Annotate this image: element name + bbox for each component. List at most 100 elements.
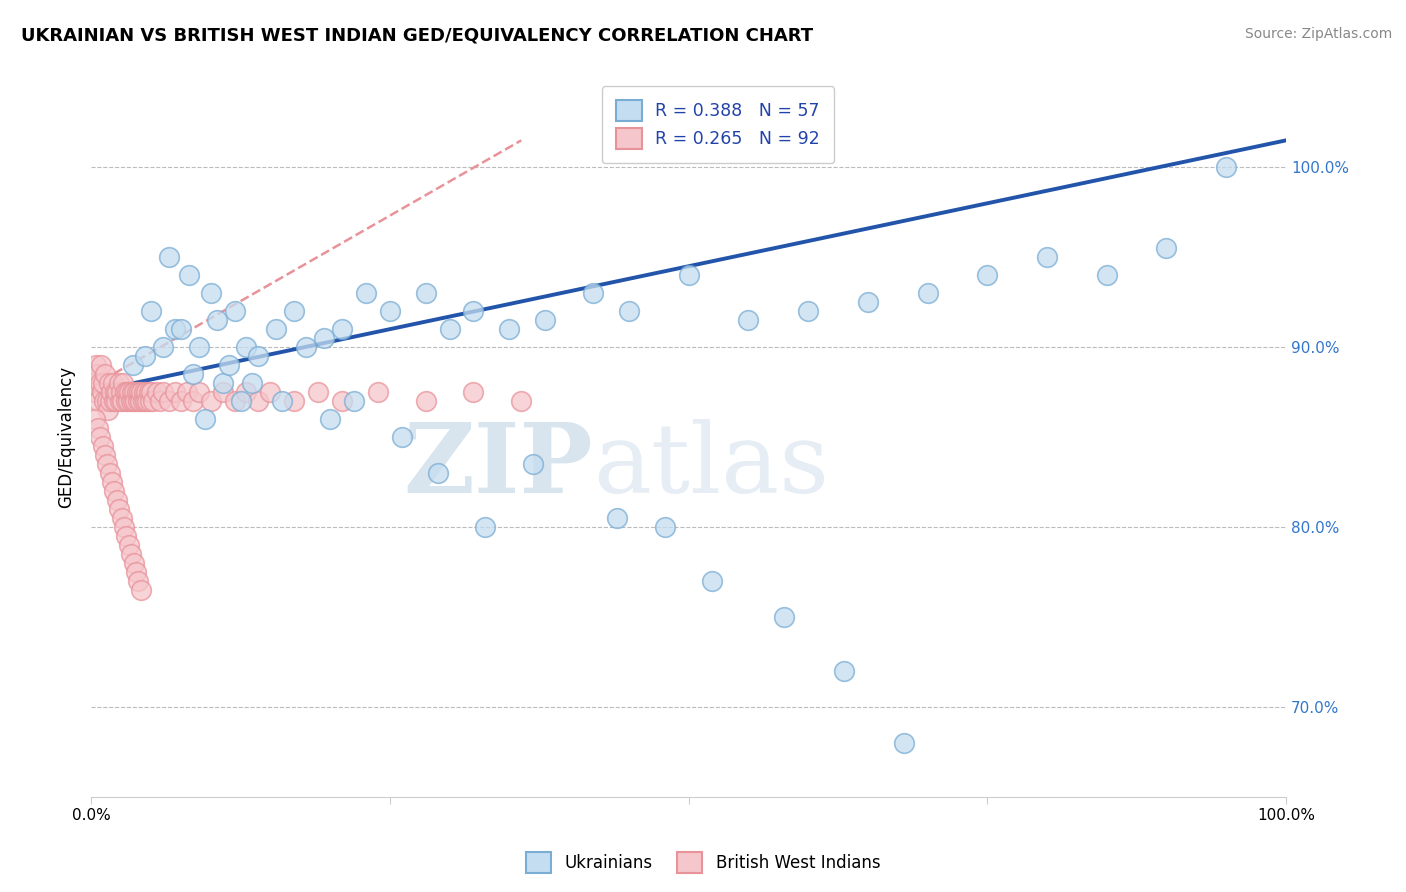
Point [129, 394, 152, 409]
Point [87, 394, 110, 409]
Point [94, 367, 117, 381]
Point [105, 493, 128, 508]
Point [439, 322, 461, 336]
Legend: R = 0.388   N = 57, R = 0.265   N = 92: R = 0.388 N = 57, R = 0.265 N = 92 [602, 87, 834, 163]
Point [415, 286, 437, 301]
Point [146, 385, 169, 400]
Point [415, 394, 437, 409]
Text: atlas: atlas [593, 419, 830, 513]
Point [100, 385, 122, 400]
Point [271, 394, 294, 409]
Point [307, 385, 329, 400]
Point [101, 475, 124, 489]
Point [138, 394, 160, 409]
Point [247, 394, 270, 409]
Point [91, 439, 114, 453]
Point [235, 385, 257, 400]
Point [107, 385, 129, 400]
Point [118, 385, 141, 400]
Point [205, 313, 228, 327]
Point [103, 394, 125, 409]
Point [617, 304, 640, 318]
Point [108, 394, 131, 409]
Point [1095, 268, 1118, 283]
Point [187, 385, 209, 400]
Point [181, 394, 204, 409]
Point [86, 367, 108, 381]
Point [124, 394, 146, 409]
Point [737, 313, 759, 327]
Point [84, 412, 107, 426]
Point [200, 394, 222, 409]
Point [90, 358, 112, 372]
Point [163, 385, 186, 400]
Point [98, 394, 121, 409]
Point [1036, 250, 1059, 264]
Point [122, 385, 145, 400]
Point [134, 349, 156, 363]
Point [463, 385, 485, 400]
Point [170, 394, 193, 409]
Point [96, 394, 118, 409]
Point [114, 385, 136, 400]
Point [856, 295, 879, 310]
Point [797, 304, 820, 318]
Point [522, 457, 544, 471]
Point [534, 313, 557, 327]
Point [149, 394, 172, 409]
Point [101, 376, 124, 391]
Legend: Ukrainians, British West Indians: Ukrainians, British West Indians [519, 846, 887, 880]
Text: Source: ZipAtlas.com: Source: ZipAtlas.com [1244, 27, 1392, 41]
Point [125, 385, 148, 400]
Point [218, 358, 240, 372]
Point [1156, 241, 1178, 255]
Point [247, 349, 270, 363]
Point [498, 322, 520, 336]
Point [152, 385, 174, 400]
Point [181, 367, 204, 381]
Point [1215, 161, 1237, 175]
Point [94, 448, 117, 462]
Point [266, 322, 288, 336]
Point [157, 394, 180, 409]
Point [367, 385, 389, 400]
Point [283, 304, 305, 318]
Point [463, 304, 485, 318]
Point [163, 322, 186, 336]
Point [111, 511, 134, 525]
Point [114, 394, 136, 409]
Point [702, 574, 724, 588]
Point [103, 483, 125, 498]
Point [139, 304, 162, 318]
Point [89, 430, 111, 444]
Text: ZIP: ZIP [404, 419, 593, 513]
Point [138, 385, 160, 400]
Point [129, 582, 152, 597]
Point [187, 340, 209, 354]
Point [96, 457, 118, 471]
Point [131, 385, 153, 400]
Point [135, 385, 157, 400]
Point [89, 376, 111, 391]
Point [87, 421, 110, 435]
Point [354, 286, 377, 301]
Point [259, 385, 281, 400]
Point [917, 286, 939, 301]
Point [343, 394, 366, 409]
Point [330, 322, 353, 336]
Point [582, 286, 605, 301]
Point [110, 385, 132, 400]
Point [120, 394, 142, 409]
Point [132, 385, 155, 400]
Point [893, 736, 915, 750]
Point [426, 466, 449, 480]
Point [122, 394, 145, 409]
Point [105, 394, 128, 409]
Point [108, 502, 131, 516]
Point [121, 385, 143, 400]
Point [170, 322, 193, 336]
Point [97, 403, 120, 417]
Point [83, 376, 105, 391]
Point [131, 394, 153, 409]
Y-axis label: GED/Equivalency: GED/Equivalency [58, 366, 75, 508]
